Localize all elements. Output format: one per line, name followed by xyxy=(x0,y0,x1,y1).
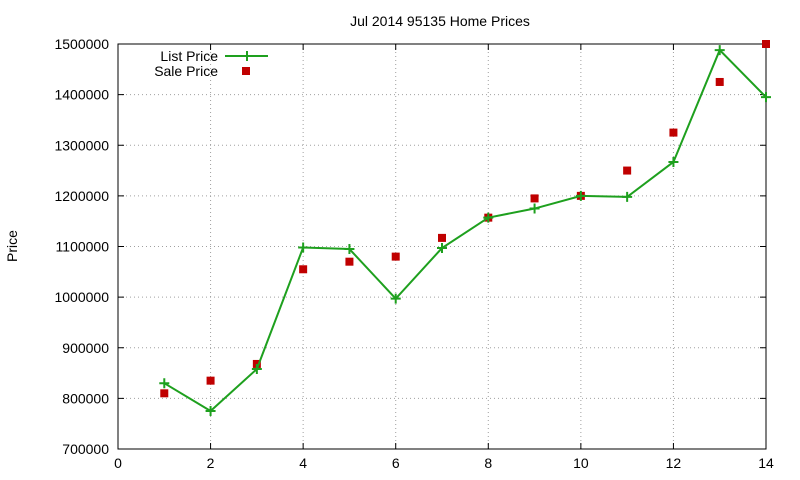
legend: List Price Sale Price xyxy=(154,48,268,79)
axis-ticks xyxy=(117,43,767,450)
x-tick-label: 12 xyxy=(666,455,682,471)
x-tick-label: 14 xyxy=(758,455,774,471)
list-price-point xyxy=(714,45,725,56)
legend-label-list-price: List Price xyxy=(160,48,218,64)
sale-price-point xyxy=(715,77,724,86)
y-axis-label: Price xyxy=(4,230,20,262)
tick-labels: 0 2 4 6 8 10 12 14 700000 800000 900000 1000000 1100… xyxy=(54,36,774,471)
list-price-point xyxy=(298,242,309,253)
y-tick-label: 1400000 xyxy=(54,87,109,103)
x-tick-label: 8 xyxy=(484,455,492,471)
legend-marker-sale-price xyxy=(242,67,250,75)
list-price-line xyxy=(163,48,767,413)
y-tick-label: 800000 xyxy=(62,390,109,406)
y-tick-label: 700000 xyxy=(62,441,109,457)
y-tick-label: 1300000 xyxy=(54,137,109,153)
sale-price-point xyxy=(762,40,770,48)
x-tick-label: 10 xyxy=(573,455,589,471)
y-tick-label: 900000 xyxy=(62,340,109,356)
list-price-point xyxy=(529,203,540,214)
sale-price-point xyxy=(206,376,215,385)
sale-price-point xyxy=(345,257,354,266)
sale-price-point xyxy=(530,194,539,203)
list-price-point xyxy=(205,406,216,417)
series-layer xyxy=(159,40,771,417)
sale-price-point xyxy=(669,128,678,137)
list-price-point xyxy=(437,243,447,254)
sale-price-point xyxy=(623,166,632,175)
legend-marker-list-price xyxy=(242,51,252,61)
y-tick-label: 1200000 xyxy=(54,188,109,204)
list-price-point xyxy=(761,92,771,103)
chart-title: Jul 2014 95135 Home Prices xyxy=(350,13,530,29)
list-price-point xyxy=(483,212,494,223)
grid xyxy=(118,44,766,449)
x-tick-label: 4 xyxy=(299,455,307,471)
list-price-point xyxy=(575,190,586,201)
series-sale-price xyxy=(160,40,770,398)
y-tick-label: 1500000 xyxy=(54,36,109,52)
list-price-point xyxy=(344,244,355,255)
sale-price-point xyxy=(160,389,169,398)
list-price-point xyxy=(251,364,262,375)
list-price-point xyxy=(159,378,170,389)
sale-price-point xyxy=(299,265,308,274)
y-tick-label: 1000000 xyxy=(54,289,109,305)
list-price-point xyxy=(622,191,633,202)
sale-price-point xyxy=(391,252,400,261)
list-price-point xyxy=(668,156,679,167)
x-tick-label: 0 xyxy=(114,455,122,471)
x-tick-label: 6 xyxy=(392,455,400,471)
series-list-price xyxy=(159,45,771,417)
sale-price-point xyxy=(252,359,261,368)
y-tick-label: 1100000 xyxy=(56,239,110,255)
sale-price-point xyxy=(438,233,446,242)
x-tick-label: 2 xyxy=(207,455,215,471)
legend-label-sale-price: Sale Price xyxy=(154,63,218,79)
list-price-point xyxy=(390,293,401,304)
